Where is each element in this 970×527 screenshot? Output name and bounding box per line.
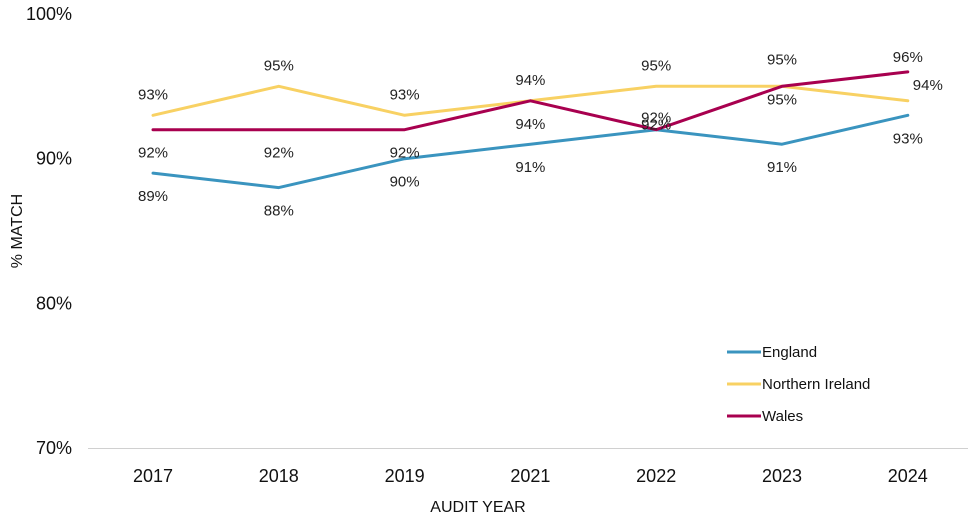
data-label-northern-ireland-2022: 95% bbox=[641, 57, 671, 74]
data-label-england-2021: 91% bbox=[515, 159, 545, 176]
data-label-wales-2021: 94% bbox=[515, 72, 545, 89]
x-tick-label-2021: 2021 bbox=[510, 466, 550, 486]
y-tick-label-90: 90% bbox=[36, 149, 72, 169]
data-label-england-2018: 88% bbox=[264, 203, 294, 220]
x-tick-label-2024: 2024 bbox=[888, 466, 928, 486]
data-label-wales-2017: 92% bbox=[138, 145, 168, 162]
data-label-england-2024: 93% bbox=[893, 130, 923, 147]
y-tick-label-70: 70% bbox=[36, 438, 72, 458]
y-tick-label-100: 100% bbox=[26, 4, 72, 24]
series-lines bbox=[151, 70, 910, 190]
data-label-wales-2018: 92% bbox=[264, 145, 294, 162]
series-line-wales bbox=[151, 70, 910, 132]
data-label-northern-ireland-2024: 94% bbox=[913, 77, 943, 94]
data-label-northern-ireland-2018: 95% bbox=[264, 57, 294, 74]
data-labels: 89% 88% 90% 91% 92% 91% 93% 93% 95% 93% 94% 95% 95% 9… bbox=[138, 49, 943, 220]
series-line-england bbox=[151, 113, 910, 190]
x-tick-label-2023: 2023 bbox=[762, 466, 802, 486]
x-tick-label-2019: 2019 bbox=[385, 466, 425, 486]
data-label-wales-2019: 92% bbox=[390, 145, 420, 162]
data-label-northern-ireland-2021: 94% bbox=[515, 116, 545, 133]
legend: England Northern Ireland Wales bbox=[727, 344, 870, 425]
data-label-northern-ireland-2019: 93% bbox=[390, 86, 420, 103]
data-label-england-2023: 91% bbox=[767, 159, 797, 176]
data-label-england-2019: 90% bbox=[390, 174, 420, 191]
data-label-northern-ireland-2017: 93% bbox=[138, 86, 168, 103]
data-label-northern-ireland-2023: 95% bbox=[767, 91, 797, 108]
data-label-england-2022: 92% bbox=[641, 117, 671, 134]
data-label-wales-2024: 96% bbox=[893, 49, 923, 66]
y-axis-title: % MATCH bbox=[9, 194, 26, 268]
y-tick-label-80: 80% bbox=[36, 293, 72, 313]
y-axis-ticks: 70% 80% 90% 100% bbox=[26, 4, 72, 458]
data-label-england-2017: 89% bbox=[138, 188, 168, 205]
data-label-wales-2023: 95% bbox=[767, 51, 797, 68]
legend-label-england: England bbox=[762, 344, 817, 361]
data-label-wales-2022: 92% bbox=[641, 110, 671, 127]
x-tick-label-2018: 2018 bbox=[259, 466, 299, 486]
legend-label-northern-ireland: Northern Ireland bbox=[762, 376, 870, 393]
x-tick-label-2022: 2022 bbox=[636, 466, 676, 486]
x-tick-label-2017: 2017 bbox=[133, 466, 173, 486]
legend-label-wales: Wales bbox=[762, 408, 803, 425]
x-axis-ticks: 2017 2018 2019 2021 2022 2023 2024 bbox=[133, 466, 928, 486]
x-axis-title: AUDIT YEAR bbox=[430, 499, 525, 516]
